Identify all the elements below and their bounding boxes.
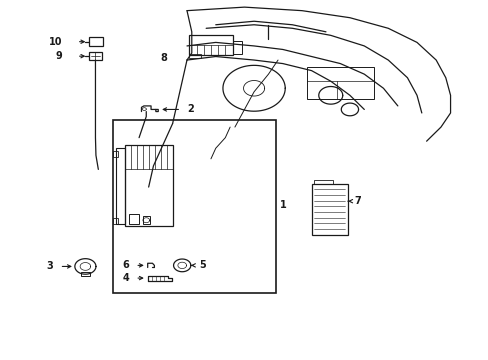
- Text: 6: 6: [122, 260, 129, 270]
- Bar: [124, 145, 172, 226]
- Bar: [189, 54, 201, 58]
- Bar: [189, 35, 232, 55]
- Bar: [89, 52, 102, 60]
- Bar: [142, 216, 149, 224]
- Text: 7: 7: [354, 196, 361, 206]
- Text: 5: 5: [199, 260, 206, 270]
- Bar: [306, 67, 373, 99]
- Bar: [112, 218, 117, 224]
- Text: 1: 1: [279, 200, 285, 210]
- Bar: [81, 272, 90, 276]
- Bar: [89, 37, 103, 46]
- Text: 4: 4: [122, 273, 129, 283]
- Bar: [232, 41, 242, 54]
- Bar: [112, 151, 117, 157]
- Text: 2: 2: [186, 104, 193, 114]
- Bar: [116, 148, 124, 224]
- Bar: [129, 214, 139, 224]
- Bar: [112, 120, 275, 293]
- Text: 3: 3: [46, 261, 53, 271]
- Bar: [311, 184, 347, 235]
- Bar: [313, 180, 332, 184]
- Text: 8: 8: [160, 53, 167, 63]
- Text: 9: 9: [56, 51, 62, 61]
- Text: 10: 10: [49, 37, 62, 47]
